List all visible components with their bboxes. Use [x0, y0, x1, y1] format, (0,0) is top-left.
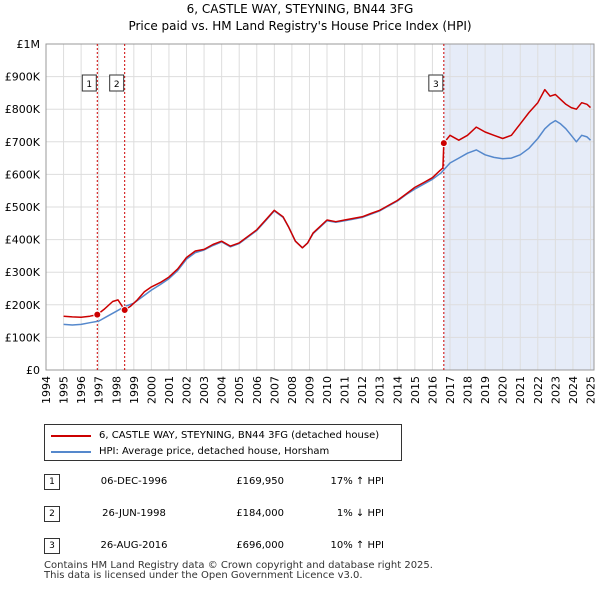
x-tick-label: 1998 [110, 376, 123, 404]
legend-swatch-hpi [51, 451, 91, 453]
legend-label-hpi: HPI: Average price, detached house, Hors… [99, 446, 330, 457]
plot-frame [45, 43, 595, 371]
sale-date: 06-DEC-1996 [100, 476, 168, 487]
x-tick-label: 2008 [286, 376, 299, 404]
x-tick-label: 2003 [198, 376, 211, 404]
x-tick-label: 1996 [75, 376, 88, 404]
sale-number-badge: 3 [44, 538, 60, 554]
x-tick-label: 2004 [216, 376, 229, 404]
x-tick-label: 2018 [462, 376, 475, 404]
sale-number-badge: 2 [44, 506, 60, 522]
x-tick-label: 2016 [426, 376, 439, 404]
x-tick-label: 2020 [497, 376, 510, 404]
footer-line-licence: This data is licensed under the Open Gov… [44, 570, 363, 581]
x-tick-label: 2024 [567, 376, 580, 404]
x-tick-label: 2019 [479, 376, 492, 404]
y-tick-label: £500K [5, 201, 41, 214]
x-tick-label: 2009 [303, 376, 316, 404]
y-tick-label: £0 [26, 364, 40, 377]
x-tick-label: 2014 [391, 376, 404, 404]
x-tick-label: 2007 [268, 376, 281, 404]
sale-date: 26-JUN-1998 [102, 508, 166, 519]
x-tick-label: 1997 [93, 376, 106, 404]
x-tick-label: 2001 [163, 376, 176, 404]
sale-row: 1 06-DEC-1996 £169,950 17% ↑ HPI [44, 472, 404, 490]
sale-row: 3 26-AUG-2016 £696,000 10% ↑ HPI [44, 536, 404, 554]
sale-date: 26-AUG-2016 [100, 540, 168, 551]
x-tick-label: 2010 [321, 376, 334, 404]
sale-marker-label: 1 [86, 80, 92, 90]
legend-swatch-property [51, 435, 91, 437]
y-tick-label: £200K [5, 299, 41, 312]
legend-label-property: 6, CASTLE WAY, STEYNING, BN44 3FG (detac… [99, 430, 380, 441]
x-tick-label: 2013 [374, 376, 387, 404]
sale-marker-label: 2 [114, 80, 120, 90]
y-tick-label: £300K [5, 266, 41, 279]
x-tick-label: 2006 [251, 376, 264, 404]
y-tick-label: £400K [5, 234, 41, 247]
footer-line-copyright: Contains HM Land Registry data © Crown c… [44, 560, 433, 571]
x-tick-label: 2022 [532, 376, 545, 404]
chart-legend: 6, CASTLE WAY, STEYNING, BN44 3FG (detac… [44, 424, 402, 461]
x-tick-label: 2002 [181, 376, 194, 404]
sale-price: £184,000 [236, 508, 284, 519]
x-tick-label: 2017 [444, 376, 457, 404]
series-line-property [63, 88, 592, 318]
x-tick-label: 2005 [233, 376, 246, 404]
y-tick-label: £600K [5, 168, 41, 181]
x-tick-label: 1995 [58, 376, 71, 404]
sale-marker-badge [109, 74, 125, 92]
sale-point [93, 310, 102, 319]
x-tick-label: 2021 [514, 376, 527, 404]
y-tick-label: £900K [5, 71, 41, 84]
sale-price: £169,950 [236, 476, 284, 487]
x-tick-label: 1994 [40, 376, 53, 404]
sale-marker-badge [81, 74, 97, 92]
x-tick-label: 2011 [339, 376, 352, 404]
y-tick-label: £100K [5, 331, 41, 344]
chart-title: 6, CASTLE WAY, STEYNING, BN44 3FG [187, 2, 414, 16]
x-tick-label: 2012 [356, 376, 369, 404]
y-tick-label: £700K [5, 136, 41, 149]
y-tick-label: £800K [5, 103, 41, 116]
sale-marker-label: 3 [433, 80, 439, 90]
sale-hpi-diff: 1% ↓ HPI [336, 508, 384, 519]
x-tick-label: 2023 [549, 376, 562, 404]
sale-number-badge: 1 [44, 474, 60, 490]
y-tick-label: £1M [17, 38, 41, 51]
sale-marker-badge [428, 74, 444, 92]
sale-price: £696,000 [236, 540, 284, 551]
sale-point [120, 306, 129, 315]
price-chart: 6, CASTLE WAY, STEYNING, BN44 3FG Price … [5, 2, 598, 404]
sale-point [439, 139, 448, 148]
footer-attribution: Contains HM Land Registry data © Crown c… [44, 561, 584, 581]
sale-hpi-diff: 10% ↑ HPI [330, 540, 384, 551]
sale-row: 2 26-JUN-1998 £184,000 1% ↓ HPI [44, 504, 404, 522]
x-tick-label: 1999 [128, 376, 141, 404]
chart-subtitle: Price paid vs. HM Land Registry's House … [128, 19, 471, 33]
x-tick-label: 2000 [145, 376, 158, 404]
x-tick-label: 2015 [409, 376, 422, 404]
x-tick-label: 2025 [584, 376, 597, 404]
sale-hpi-diff: 17% ↑ HPI [330, 476, 384, 487]
